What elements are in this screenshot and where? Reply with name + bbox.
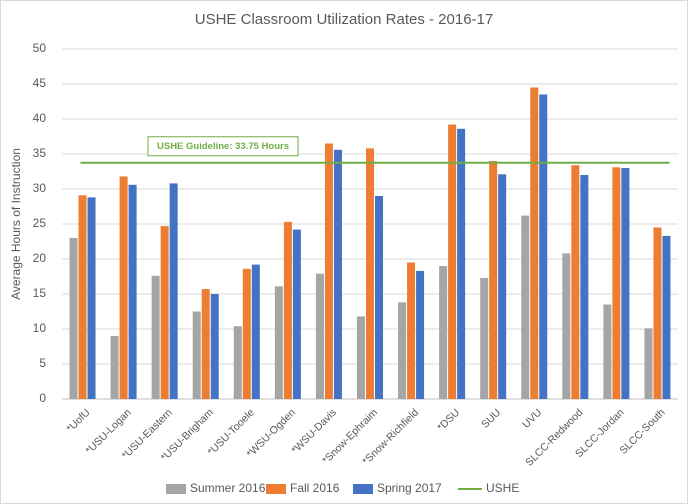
bar <box>366 148 374 399</box>
bar <box>407 262 416 399</box>
bar <box>489 161 498 399</box>
bar <box>201 289 210 399</box>
bar <box>539 94 548 399</box>
legend-label: Summer 2016 <box>190 481 266 495</box>
legend-label: Spring 2017 <box>377 481 442 495</box>
y-tick-label: 50 <box>33 41 47 55</box>
bar <box>521 215 530 399</box>
bar <box>251 264 260 399</box>
bar <box>169 183 178 399</box>
bar <box>110 336 119 399</box>
bar <box>416 270 425 399</box>
y-tick-label: 30 <box>33 181 47 195</box>
bar <box>612 167 621 399</box>
y-tick-label: 20 <box>33 251 47 265</box>
bar <box>233 326 242 399</box>
legend-label: USHE <box>486 481 519 495</box>
bar <box>192 311 201 399</box>
y-tick-label: 0 <box>39 391 46 405</box>
bar <box>87 197 96 399</box>
bar <box>448 124 457 399</box>
legend-label: Fall 2016 <box>290 481 340 495</box>
bar <box>580 175 589 399</box>
y-tick-label: 25 <box>33 216 47 230</box>
legend-swatch <box>266 484 286 494</box>
legend-swatch <box>166 484 186 494</box>
bar <box>662 235 671 399</box>
bar <box>498 174 507 399</box>
y-tick-label: 40 <box>33 111 47 125</box>
bar <box>160 226 169 399</box>
bar <box>151 275 160 399</box>
bar <box>315 273 324 399</box>
annotation-box <box>147 136 299 157</box>
y-tick-label: 5 <box>39 356 46 370</box>
bar <box>644 328 653 399</box>
bar <box>653 227 662 399</box>
annotation: USHE Guideline: 33.75 Hours <box>157 141 289 152</box>
y-axis-label: Average Hours of Instruction <box>9 148 23 300</box>
bar <box>357 316 365 399</box>
y-tick-label: 45 <box>33 76 47 90</box>
bar <box>621 168 630 399</box>
bar <box>128 184 137 399</box>
bar <box>457 128 466 400</box>
bar <box>274 286 283 399</box>
bar <box>69 238 78 399</box>
bar <box>439 266 448 399</box>
bar <box>603 304 612 399</box>
bar <box>530 87 539 399</box>
chart-title: USHE Classroom Utilization Rates - 2016-… <box>195 11 493 28</box>
bar <box>78 195 87 399</box>
bar <box>210 294 219 399</box>
bar <box>324 143 333 399</box>
bar <box>283 221 292 399</box>
bar <box>333 149 342 399</box>
bar <box>398 302 407 399</box>
bar <box>571 165 580 399</box>
bar <box>119 176 128 399</box>
y-tick-label: 10 <box>33 321 47 335</box>
bar <box>375 196 383 399</box>
bar <box>480 277 489 399</box>
bar <box>562 253 571 399</box>
bar <box>242 268 251 399</box>
legend-swatch <box>353 484 373 494</box>
y-tick-label: 15 <box>33 286 47 300</box>
y-tick-label: 35 <box>33 146 47 160</box>
bar <box>292 229 301 399</box>
